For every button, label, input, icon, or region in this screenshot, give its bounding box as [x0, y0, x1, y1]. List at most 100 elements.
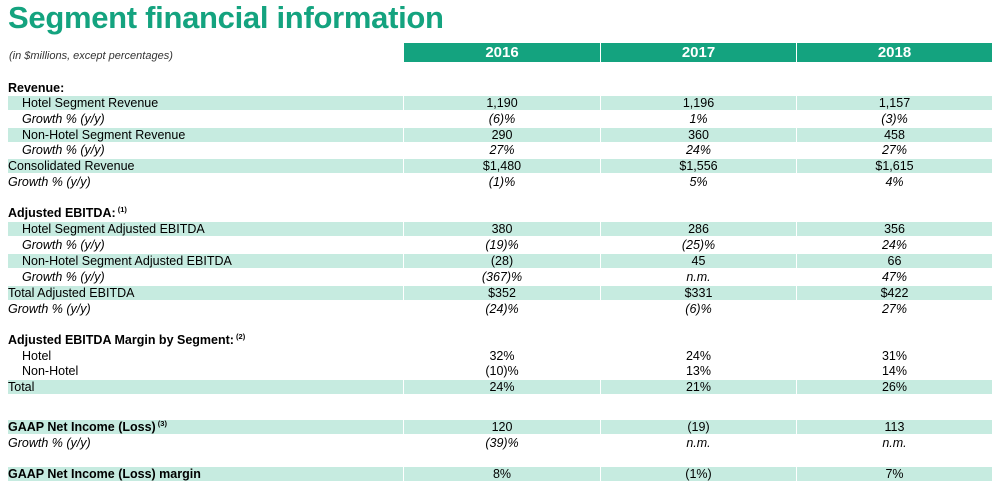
- cell-2017: (19): [601, 420, 796, 434]
- row-label-text: Growth % (y/y): [8, 302, 91, 316]
- cell-2018: 113: [797, 420, 992, 434]
- row-label-text: Total: [8, 380, 35, 394]
- cell-2017: 24%: [685, 349, 712, 363]
- column-header-2018: 2018: [797, 43, 992, 62]
- table-row: Total 24% 21% 26%: [8, 380, 992, 394]
- row-label: Hotel Segment Revenue: [8, 96, 403, 110]
- cell-2017: (1%): [601, 467, 796, 481]
- row-label: Growth % (y/y): [8, 175, 403, 189]
- footnote-marker: (2): [233, 333, 246, 341]
- cell-2016: [404, 81, 600, 95]
- row-label: Revenue:: [8, 81, 403, 95]
- row-label-text: Non-Hotel Segment Adjusted EBITDA: [22, 254, 232, 268]
- page-title: Segment financial information: [8, 0, 444, 35]
- row-label: Adjusted EBITDA: (1): [8, 206, 403, 220]
- table-row: Hotel 32% 24% 31%: [8, 349, 992, 363]
- cell-2017: [601, 81, 796, 95]
- cell-2016: 1,190: [404, 96, 600, 110]
- cell-2016: (367)%: [481, 270, 523, 284]
- row-label: Total: [8, 380, 403, 394]
- row-label: Growth % (y/y): [8, 436, 403, 450]
- cell-2017: 45: [601, 254, 796, 268]
- row-label-text: Adjusted EBITDA Margin by Segment:: [8, 333, 234, 347]
- cell-2018: 4%: [885, 175, 904, 189]
- cell-2016: (24)%: [485, 302, 519, 316]
- table-row: Non-Hotel (10)% 13% 14%: [8, 364, 992, 378]
- row-label: Growth % (y/y): [8, 143, 403, 157]
- table-row: Hotel Segment Revenue 1,190 1,196 1,157: [8, 96, 992, 110]
- table-row: Adjusted EBITDA Margin by Segment: (2): [8, 333, 992, 347]
- row-label-text: Hotel: [22, 349, 52, 363]
- cell-2017: [601, 206, 796, 220]
- cell-2017: 360: [601, 128, 796, 142]
- table-row: Hotel Segment Adjusted EBITDA 380 286 356: [8, 222, 992, 236]
- table-row: Growth % (y/y) (367)% n.m. 47%: [8, 270, 992, 284]
- cell-2018: $1,615: [797, 159, 992, 173]
- table-row: Adjusted EBITDA: (1): [8, 206, 992, 220]
- cell-2016: (19)%: [485, 238, 519, 252]
- table-row: Total Adjusted EBITDA $352 $331 $422: [8, 286, 992, 300]
- row-label-text: Consolidated Revenue: [8, 159, 135, 173]
- cell-2016: $352: [404, 286, 600, 300]
- cell-2016: 380: [404, 222, 600, 236]
- row-label: Total Adjusted EBITDA: [8, 286, 403, 300]
- table-row: Growth % (y/y) (1)% 5% 4%: [8, 175, 992, 189]
- cell-2017: [601, 333, 796, 347]
- row-label: Adjusted EBITDA Margin by Segment: (2): [8, 333, 403, 347]
- cell-2017: 1%: [689, 112, 708, 126]
- row-label-text: Growth % (y/y): [8, 175, 91, 189]
- cell-2017: 21%: [601, 380, 796, 394]
- row-label-text: Total Adjusted EBITDA: [8, 286, 135, 300]
- cell-2018: 31%: [881, 349, 908, 363]
- cell-2018: 27%: [881, 143, 908, 157]
- cell-2018: 14%: [881, 364, 908, 378]
- cell-2018: 356: [797, 222, 992, 236]
- cell-2017: n.m.: [686, 270, 711, 284]
- row-label-text: Non-Hotel Segment Revenue: [22, 128, 186, 142]
- cell-2018: 24%: [881, 238, 908, 252]
- cell-2016: 120: [404, 420, 600, 434]
- table-row: Growth % (y/y) 27% 24% 27%: [8, 143, 992, 157]
- cell-2018: 27%: [881, 302, 908, 316]
- cell-2018: n.m.: [882, 436, 907, 450]
- cell-2017: (6)%: [685, 302, 712, 316]
- cell-2016: [404, 206, 600, 220]
- units-note: (in $millions, except percentages): [9, 50, 173, 62]
- table-row: Growth % (y/y) (39)% n.m. n.m.: [8, 436, 992, 450]
- table-row: GAAP Net Income (Loss) margin 8% (1%) 7%: [8, 467, 992, 481]
- row-label: Growth % (y/y): [8, 302, 403, 316]
- footnote-marker: (1): [115, 206, 127, 214]
- row-label: Hotel Segment Adjusted EBITDA: [8, 222, 403, 236]
- row-label: Non-Hotel Segment Revenue: [8, 128, 403, 142]
- cell-2016: (39)%: [485, 436, 519, 450]
- row-label: GAAP Net Income (Loss) (3): [8, 420, 403, 434]
- cell-2016: (1)%: [488, 175, 516, 189]
- cell-2018: 66: [797, 254, 992, 268]
- cell-2018: $422: [797, 286, 992, 300]
- cell-2016: (10)%: [485, 364, 519, 378]
- cell-2017: 286: [601, 222, 796, 236]
- row-label: Non-Hotel: [8, 364, 403, 378]
- cell-2018: 458: [797, 128, 992, 142]
- row-label-text: Hotel Segment Revenue: [22, 96, 159, 110]
- table-row: Consolidated Revenue $1,480 $1,556 $1,615: [8, 159, 992, 173]
- row-label: Non-Hotel Segment Adjusted EBITDA: [8, 254, 403, 268]
- row-label-text: Growth % (y/y): [22, 112, 105, 126]
- row-label: Growth % (y/y): [8, 270, 403, 284]
- table-row: Non-Hotel Segment Adjusted EBITDA (28) 45 6…: [8, 254, 992, 268]
- column-header-2016: 2016: [404, 43, 600, 62]
- cell-2018: 47%: [881, 270, 908, 284]
- cell-2018: 7%: [797, 467, 992, 481]
- cell-2017: 5%: [689, 175, 708, 189]
- cell-2017: $1,556: [601, 159, 796, 173]
- cell-2017: 24%: [685, 143, 712, 157]
- table-row: Growth % (y/y) (24)% (6)% 27%: [8, 302, 992, 316]
- cell-2016: 32%: [489, 349, 515, 363]
- cell-2017: 1,196: [601, 96, 796, 110]
- cell-2018: [797, 81, 992, 95]
- row-label-text: GAAP Net Income (Loss): [8, 420, 156, 434]
- table-row: Growth % (y/y) (19)% (25)% 24%: [8, 238, 992, 252]
- table-row: GAAP Net Income (Loss) (3) 120 (19) 113: [8, 420, 992, 434]
- row-label-text: GAAP Net Income (Loss) margin: [8, 467, 201, 481]
- cell-2016: (6)%: [488, 112, 516, 126]
